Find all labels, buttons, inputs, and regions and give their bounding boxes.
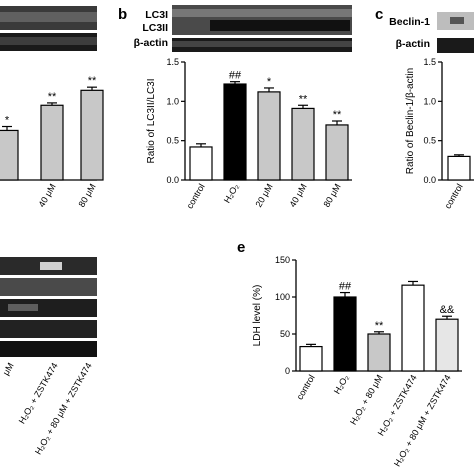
- blot-c-band-actin: [437, 38, 474, 53]
- blot-b-band-lc3-light: [172, 9, 352, 17]
- chart-a-partial: ***40 μM**80 μM: [0, 75, 104, 209]
- x-tick-label: μM: [1, 361, 16, 377]
- significance-mark: **: [48, 91, 57, 103]
- blot-d-band-5: [0, 341, 97, 357]
- x-tick-label: control: [185, 182, 207, 210]
- bar: [291, 107, 315, 181]
- significance-mark: &&: [440, 304, 455, 316]
- x-tick-label: control: [295, 373, 317, 401]
- y-tick-label: 50: [280, 329, 290, 339]
- x-tick-label: 20 μM: [253, 182, 274, 209]
- x-tick-label: control: [443, 182, 465, 210]
- y-tick-label: 150: [275, 255, 290, 265]
- blot-d-band-2: [0, 278, 97, 296]
- chart-b-lc3-ratio: 0.0 0.5 1.0 1.5 Ratio of LC3II/LC3I control ##…: [146, 57, 352, 210]
- x-tick-label: H₂O₂: [222, 182, 241, 205]
- y-axis-label: Ratio of Beclin-1/β-actin: [405, 68, 416, 174]
- blot-a-band-top-highlight: [0, 12, 97, 22]
- blot-d-band-3-light: [8, 304, 38, 311]
- y-tick-label: 0.0: [166, 175, 179, 185]
- panel-label-b: b: [118, 6, 127, 23]
- y-tick-label: 1.5: [423, 57, 436, 67]
- y-tick-label: 0: [285, 366, 290, 376]
- bar: [435, 318, 459, 372]
- y-tick-label: 1.0: [423, 96, 436, 106]
- blot-b-label-actin: β-actin: [134, 37, 168, 49]
- blot-c-label-beclin: Beclin-1: [389, 16, 430, 28]
- blot-b-label-lc3i: LC3I: [145, 9, 168, 21]
- significance-mark: **: [375, 320, 384, 332]
- bar: [257, 91, 281, 181]
- y-axis-label: LDH level (%): [252, 285, 263, 347]
- bar: [0, 129, 19, 181]
- significance-mark: ##: [339, 281, 352, 293]
- x-tick-label: 80 μM: [76, 182, 97, 209]
- bar: [299, 345, 323, 372]
- significance-mark: *: [5, 115, 10, 127]
- x-tick-label: 40 μM: [36, 182, 57, 209]
- blot-d-band-3: [0, 299, 97, 317]
- bar: [447, 155, 471, 181]
- y-tick-label: 100: [275, 292, 290, 302]
- blot-c-label-actin: β-actin: [396, 38, 430, 50]
- blot-a-band-bottom-highlight: [0, 37, 97, 45]
- bar: [401, 284, 425, 372]
- panel-label-e: e: [237, 239, 245, 256]
- blot-d-band-4: [0, 320, 97, 338]
- chart-e-ldh-level: 0 50 100 150 LDH level (%) control ## H₂O₂ ** H₂O…: [252, 255, 462, 468]
- bar: [325, 124, 349, 181]
- y-tick-label: 0.5: [166, 136, 179, 146]
- y-tick-label: 0.5: [423, 136, 436, 146]
- blot-a: [0, 6, 97, 51]
- panel-label-c: c: [375, 6, 383, 23]
- blot-b-label-lc3ii: LC3II: [142, 22, 168, 34]
- y-tick-label: 1.0: [166, 96, 179, 106]
- significance-mark: **: [299, 93, 308, 105]
- bar: [333, 296, 357, 372]
- x-tick-label: 40 μM: [287, 182, 308, 209]
- blot-c-band-beclin-dark: [450, 17, 464, 24]
- blot-b-band-lc3-dark: [210, 20, 350, 31]
- x-tick-label: H₂O₂: [332, 373, 351, 396]
- blot-b: LC3I LC3II β-actin: [134, 5, 352, 52]
- bar: [223, 83, 247, 181]
- significance-mark: *: [267, 76, 272, 88]
- blot-b-band-actin-light: [172, 41, 352, 47]
- blot-c: Beclin-1 β-actin: [389, 12, 474, 53]
- y-tick-label: 0.0: [423, 175, 436, 185]
- bar: [189, 146, 213, 181]
- chart-c-beclin-ratio: 0.0 0.5 1.0 1.5 Ratio of Beclin-1/β-actin con…: [405, 57, 474, 210]
- bar: [367, 333, 391, 372]
- significance-mark: ##: [229, 70, 242, 82]
- blot-d: [0, 257, 97, 357]
- y-axis-label: Ratio of LC3II/LC3I: [146, 78, 157, 163]
- bar: [80, 89, 104, 181]
- x-tick-label: H₂O₂ + 80 μM: [348, 373, 385, 426]
- blot-d-band-1-gap: [40, 262, 62, 270]
- x-tick-label: 80 μM: [321, 182, 342, 209]
- significance-mark: **: [88, 75, 97, 87]
- bar: [40, 104, 64, 181]
- y-tick-label: 1.5: [166, 57, 179, 67]
- significance-mark: **: [333, 109, 342, 121]
